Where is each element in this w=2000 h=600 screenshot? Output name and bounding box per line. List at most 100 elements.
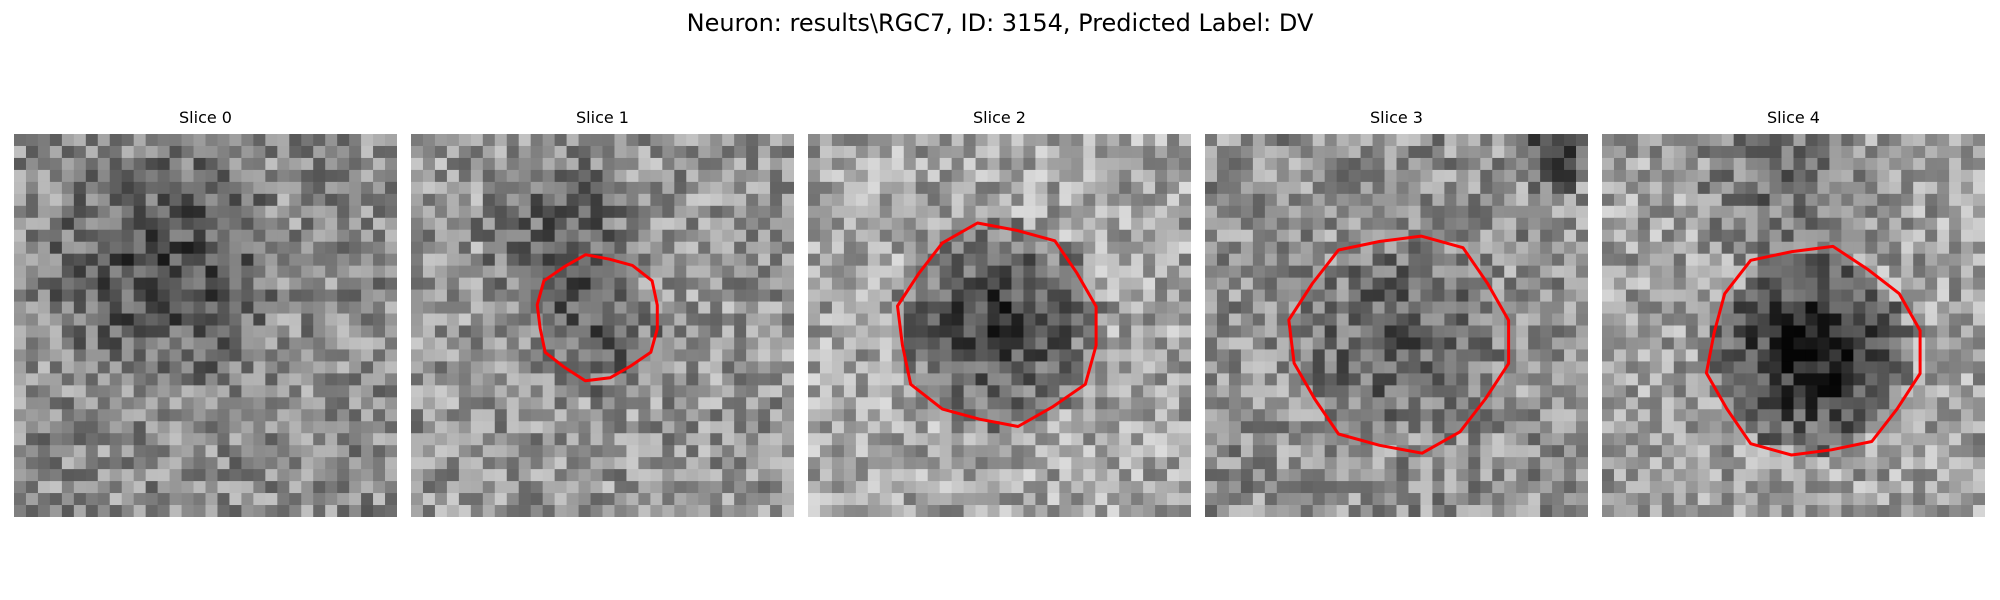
pixel — [1805, 193, 1818, 207]
pixel — [1697, 253, 1711, 267]
pixel — [121, 205, 135, 219]
pixel — [1336, 193, 1350, 207]
pixel — [1602, 241, 1615, 255]
pixel — [927, 229, 941, 243]
pixel — [1408, 217, 1421, 231]
slice-image-0 — [14, 134, 397, 517]
pixel — [1083, 505, 1096, 517]
pixel — [1613, 361, 1627, 374]
pixel — [843, 289, 857, 302]
pixel — [1853, 301, 1866, 314]
pixel — [1456, 469, 1469, 482]
pixel — [1841, 385, 1854, 398]
pixel — [915, 134, 929, 147]
pixel — [1205, 469, 1218, 482]
pixel — [867, 289, 881, 302]
pixel — [1697, 301, 1711, 314]
pixel — [1324, 505, 1338, 517]
pixel — [1841, 337, 1854, 350]
pixel — [746, 325, 759, 338]
pixel — [1456, 349, 1469, 362]
pixel — [1564, 134, 1577, 147]
pixel — [879, 361, 893, 374]
pixel — [411, 361, 424, 374]
pixel — [470, 289, 484, 302]
pixel — [289, 229, 302, 243]
pixel — [1155, 337, 1168, 350]
pixel — [722, 277, 735, 290]
pixel — [1925, 277, 1938, 290]
pixel — [939, 505, 953, 517]
pixel — [939, 277, 953, 290]
pixel — [903, 217, 917, 231]
pixel — [554, 301, 567, 314]
pixel — [121, 493, 135, 506]
pixel — [650, 205, 663, 219]
pixel — [506, 265, 520, 279]
pixel — [1444, 169, 1457, 183]
pixel — [1480, 217, 1493, 231]
pixel — [530, 373, 544, 386]
pixel — [819, 349, 833, 362]
pixel — [1119, 349, 1132, 362]
pixel — [506, 301, 520, 314]
pixel — [349, 433, 362, 446]
pixel — [1637, 169, 1651, 183]
pixel — [422, 157, 436, 171]
pixel — [758, 505, 771, 517]
pixel — [217, 229, 230, 243]
pixel — [253, 169, 266, 183]
pixel — [157, 481, 170, 494]
pixel — [1420, 289, 1433, 302]
pixel — [1516, 361, 1529, 374]
pixel — [1697, 457, 1711, 470]
pixel — [241, 421, 254, 434]
pixel — [590, 277, 603, 290]
pixel — [121, 397, 135, 410]
pixel — [133, 241, 147, 255]
pixel — [1673, 373, 1687, 386]
pixel — [1540, 301, 1553, 314]
pixel — [1205, 409, 1218, 422]
pixel — [722, 397, 735, 410]
pixel — [1276, 349, 1290, 362]
pixel — [1781, 337, 1794, 350]
pixel — [1769, 385, 1782, 398]
pixel — [241, 229, 254, 243]
pixel — [37, 445, 51, 458]
pixel — [915, 457, 929, 470]
pixel — [1432, 469, 1445, 482]
pixel — [1528, 313, 1541, 326]
pixel — [1516, 397, 1529, 410]
pixel — [37, 337, 51, 350]
pixel — [361, 421, 374, 434]
pixel — [1216, 157, 1230, 171]
pixel — [1205, 193, 1218, 207]
pixel — [1252, 445, 1266, 458]
pixel — [674, 397, 687, 410]
pixel — [1444, 145, 1457, 159]
pixel — [301, 313, 314, 326]
slice-image-svg-1 — [411, 134, 794, 517]
pixel — [1119, 361, 1132, 374]
pixel — [1613, 169, 1627, 183]
pixel — [217, 433, 230, 446]
pixel — [1853, 181, 1866, 195]
pixel — [770, 253, 783, 267]
pixel — [1937, 325, 1950, 338]
pixel — [1023, 445, 1036, 458]
pixel — [1252, 505, 1266, 517]
pixel — [1360, 493, 1373, 506]
pixel — [1540, 229, 1553, 243]
pixel — [277, 253, 290, 267]
pixel — [1516, 217, 1529, 231]
pixel — [1853, 313, 1866, 326]
pixel — [121, 193, 135, 207]
pixel — [1649, 433, 1663, 446]
pixel — [470, 373, 484, 386]
pixel — [710, 229, 723, 243]
pixel — [1769, 277, 1782, 290]
pixel — [1071, 373, 1084, 386]
pixel — [253, 409, 266, 422]
pixel — [73, 277, 87, 290]
